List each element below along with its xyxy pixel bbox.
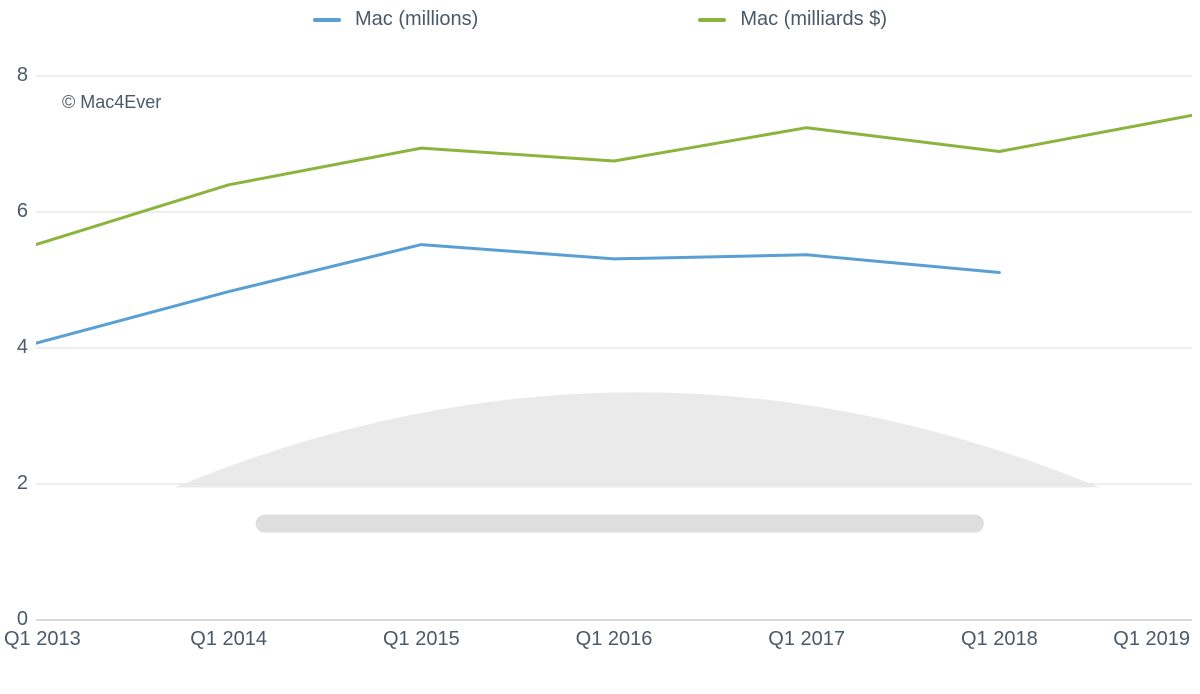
x-tick-label: Q1 2014	[190, 628, 267, 651]
legend-label-0: Mac (millions)	[355, 8, 478, 31]
legend-item-0: Mac (millions)	[313, 8, 478, 31]
y-tick-label: 4	[4, 336, 28, 359]
legend-label-1: Mac (milliards $)	[740, 8, 887, 31]
x-tick-label: Q1 2016	[576, 628, 653, 651]
series-line-0	[36, 245, 999, 344]
series	[36, 115, 1192, 343]
attribution: © Mac4Ever	[62, 92, 161, 113]
x-tick-label: Q1 2019	[1113, 628, 1190, 651]
plot-area	[36, 56, 1192, 654]
chart-root: Mac (millions) Mac (milliards $) 02468 Q…	[0, 0, 1200, 694]
legend-swatch-1	[698, 18, 726, 22]
y-tick-label: 6	[4, 200, 28, 223]
decorative-mouse	[175, 392, 1100, 532]
legend-swatch-0	[313, 18, 341, 22]
y-tick-label: 8	[4, 64, 28, 87]
x-tick-label: Q1 2017	[768, 628, 845, 651]
legend-item-1: Mac (milliards $)	[698, 8, 887, 31]
series-line-1	[36, 115, 1192, 244]
y-tick-label: 2	[4, 472, 28, 495]
x-tick-label: Q1 2018	[961, 628, 1038, 651]
x-tick-label: Q1 2015	[383, 628, 460, 651]
x-tick-label: Q1 2013	[4, 628, 81, 651]
legend: Mac (millions) Mac (milliards $)	[0, 8, 1200, 31]
